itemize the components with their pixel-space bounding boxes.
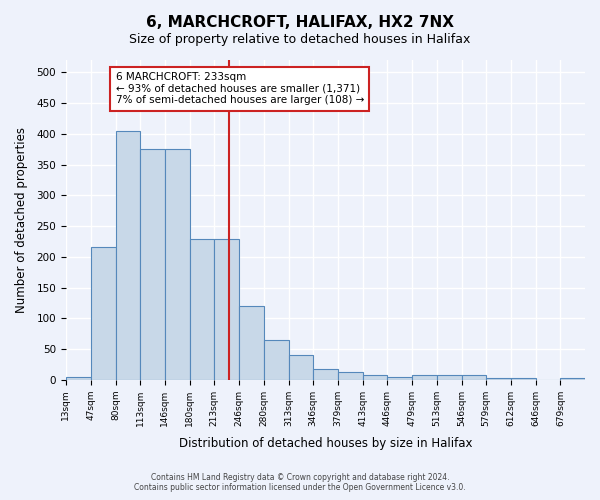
Bar	[437, 376, 462, 380]
Bar	[363, 376, 388, 380]
Bar	[91, 247, 116, 380]
Bar	[66, 378, 91, 380]
Bar	[289, 355, 313, 380]
Bar	[412, 376, 437, 380]
Bar	[560, 378, 585, 380]
Bar	[486, 378, 511, 380]
Text: Contains HM Land Registry data © Crown copyright and database right 2024.
Contai: Contains HM Land Registry data © Crown c…	[134, 473, 466, 492]
Bar	[116, 130, 140, 380]
Bar	[190, 239, 214, 380]
Bar	[511, 378, 536, 380]
Y-axis label: Number of detached properties: Number of detached properties	[15, 127, 28, 313]
Bar	[313, 370, 338, 380]
Bar	[214, 239, 239, 380]
Bar	[388, 376, 412, 380]
Text: 6, MARCHCROFT, HALIFAX, HX2 7NX: 6, MARCHCROFT, HALIFAX, HX2 7NX	[146, 15, 454, 30]
Text: 6 MARCHCROFT: 233sqm
← 93% of detached houses are smaller (1,371)
7% of semi-det: 6 MARCHCROFT: 233sqm ← 93% of detached h…	[116, 72, 364, 106]
Bar	[164, 149, 190, 380]
Text: Size of property relative to detached houses in Halifax: Size of property relative to detached ho…	[130, 32, 470, 46]
X-axis label: Distribution of detached houses by size in Halifax: Distribution of detached houses by size …	[179, 437, 472, 450]
Bar	[462, 376, 486, 380]
Bar	[140, 149, 164, 380]
Bar	[338, 372, 363, 380]
Bar	[239, 306, 264, 380]
Bar	[264, 340, 289, 380]
